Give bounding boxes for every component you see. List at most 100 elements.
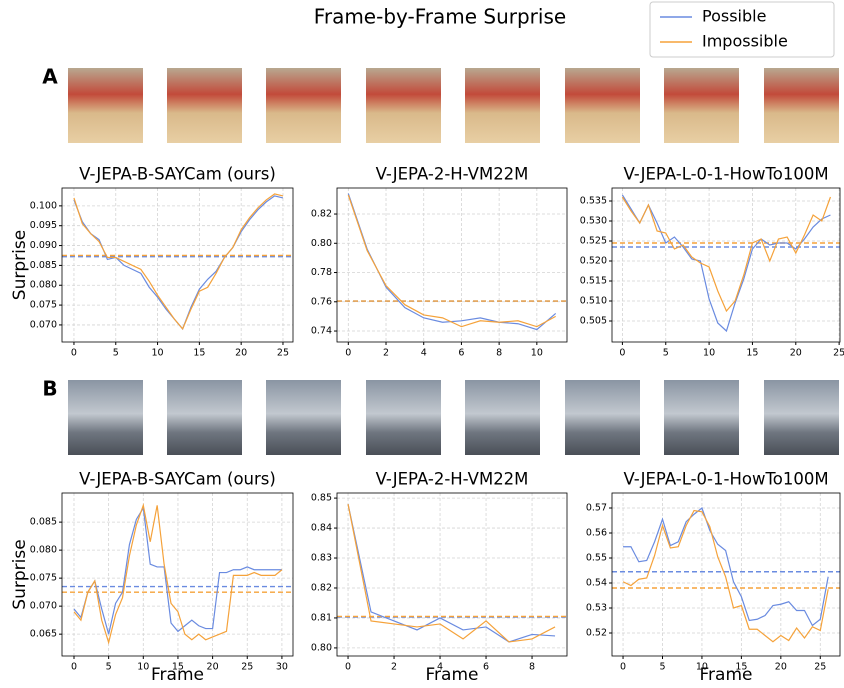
x-tick-label: 0 [619,348,625,359]
legend: Possible Impossible [649,1,835,58]
figure-title: Frame-by-Frame Surprise [314,5,566,29]
x-tick-label: 5 [113,348,119,359]
x-tick-label: 4 [421,348,427,359]
series-line [347,503,556,643]
series-line [621,194,831,333]
legend-label: Impossible [702,32,788,51]
series-line [622,509,829,643]
y-tick-label: 0.82 [311,582,332,593]
x-axis-label: Frame [151,665,204,685]
y-tick-label: 0.82 [311,209,332,220]
series-line [621,196,832,313]
y-tick-label: 0.515 [580,276,607,287]
y-axis-label: Surprise [10,230,30,300]
x-tick-label: 0 [71,662,77,673]
x-tick-label: 0 [345,662,351,673]
x-tick-label: 0 [71,348,77,359]
y-tick-label: 0.80 [311,642,332,653]
thumbnail [465,380,540,455]
y-tick-label: 0.535 [580,196,607,207]
plot-frame [611,492,841,657]
x-tick-label: 5 [106,662,112,673]
y-tick-label: 0.54 [586,578,607,589]
x-tick-label: 8 [529,662,535,673]
y-tick-label: 0.57 [586,503,607,514]
thumbnail [366,68,441,143]
thumbnail [266,380,341,455]
y-tick-label: 0.100 [30,200,57,211]
chart-title: V-JEPA-B-SAYCam (ours) [79,165,276,184]
thumbnail [167,68,242,143]
y-tick-label: 0.55 [586,553,607,564]
x-tick-label: 0 [345,348,351,359]
y-tick-label: 0.76 [311,296,332,307]
x-tick-label: 20 [790,348,802,359]
x-tick-label: 10 [531,348,543,359]
chart-title: V-JEPA-L-0-1-HowTo100M [623,470,828,489]
plot-frame [336,187,568,343]
x-tick-label: 25 [814,662,826,673]
x-tick-label: 30 [276,662,288,673]
x-tick-label: 25 [241,662,253,673]
y-tick-label: 0.080 [30,545,57,556]
x-tick-label: 25 [277,348,289,359]
thumbnail [664,68,739,143]
y-tick-label: 0.56 [586,528,607,539]
x-tick-label: 20 [235,348,247,359]
x-tick-label: 2 [383,348,389,359]
thumbnail [366,380,441,455]
y-tick-label: 0.74 [311,326,332,337]
y-tick-label: 0.85 [311,493,332,504]
thumbnail [68,68,143,143]
x-tick-label: 20 [775,662,787,673]
chart-title: V-JEPA-L-0-1-HowTo100M [623,165,828,184]
x-tick-label: 8 [496,348,502,359]
y-tick-label: 0.065 [30,629,57,640]
series-line [73,506,282,635]
x-tick-label: 5 [663,348,669,359]
y-tick-label: 0.78 [311,267,332,278]
x-tick-label: 6 [458,348,464,359]
y-tick-label: 0.520 [580,256,607,267]
x-tick-label: 0 [620,662,626,673]
y-tick-label: 0.80 [311,238,332,249]
y-tick-label: 0.070 [30,319,57,330]
thumbnail [664,380,739,455]
series-line [73,503,283,645]
thumbnail [764,380,839,455]
series-line [347,503,556,643]
legend-box [649,1,835,58]
thumbnail [764,68,839,143]
thumbnail [565,68,640,143]
x-tick-label: 10 [137,662,149,673]
plot-frame [336,492,568,657]
thumbnail [565,380,640,455]
y-tick-label: 0.075 [30,573,57,584]
y-tick-label: 0.81 [311,612,332,623]
y-tick-label: 0.83 [311,553,332,564]
x-tick-label: 4 [437,662,443,673]
x-tick-label: 15 [746,348,758,359]
chart-title: V-JEPA-2-H-VM22M [376,470,529,489]
x-tick-label: 15 [172,662,184,673]
y-tick-label: 0.84 [311,523,332,534]
y-axis-label: Surprise [10,539,30,609]
x-tick-label: 10 [696,662,708,673]
y-tick-label: 0.085 [30,260,57,271]
x-axis-label: Frame [426,665,479,685]
plot-frame [611,187,841,343]
x-tick-label: 5 [659,662,665,673]
thumbnail [465,68,540,143]
series-line [623,507,829,627]
thumbnail [167,380,242,455]
x-tick-label: 2 [391,662,397,673]
plot-frame [61,187,294,343]
x-axis-label: Frame [700,665,753,685]
y-tick-label: 0.075 [30,300,57,311]
chart-title: V-JEPA-B-SAYCam (ours) [79,470,276,489]
y-tick-label: 0.070 [30,601,57,612]
x-tick-label: 15 [193,348,205,359]
y-tick-label: 0.52 [586,628,607,639]
y-tick-label: 0.090 [30,240,57,251]
